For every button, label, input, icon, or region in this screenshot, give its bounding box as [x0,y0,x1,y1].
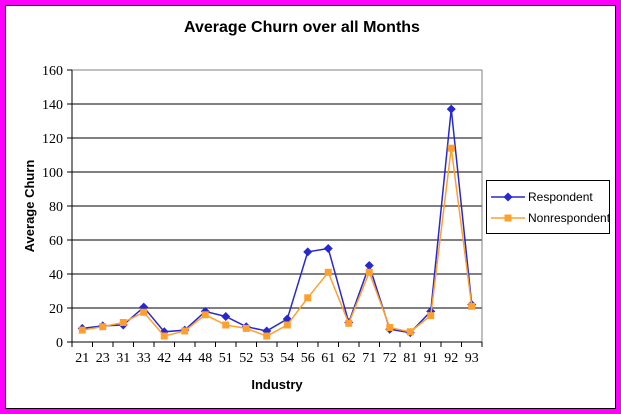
data-point-nonrespondent [365,268,373,276]
data-point-nonrespondent [242,324,250,332]
y-tick-label: 100 [42,166,63,181]
x-tick-label: 44 [178,351,192,366]
data-point-nonrespondent [283,321,291,329]
x-tick-label: 51 [219,351,233,366]
x-tick-label: 42 [157,351,171,366]
x-tick-label: 53 [260,351,274,366]
data-point-nonrespondent [181,327,189,335]
x-tick-label: 61 [321,351,335,366]
y-tick-label: 140 [42,98,63,113]
data-point-nonrespondent [222,321,230,329]
data-point-nonrespondent [468,302,476,310]
data-point-nonrespondent [201,311,209,319]
chart-title: Average Churn over all Months [184,19,420,36]
data-point-nonrespondent [447,144,455,152]
x-tick-label: 92 [444,351,458,366]
y-tick-label: 120 [42,132,63,147]
x-tick-label: 71 [362,351,376,366]
legend-marker [503,192,513,201]
series-line-respondent [82,109,473,334]
x-tick-label: 81 [403,351,417,366]
series-respondent [77,104,477,338]
y-tick-label: 20 [49,302,63,317]
y-tick-label: 0 [56,336,63,351]
data-point-nonrespondent [140,308,148,316]
x-tick-label: 52 [239,351,253,366]
legend-item-nonrespondent: Nonrespondent [491,207,610,228]
x-tick-label: 31 [116,351,130,366]
legend: Respondent Nonrespondent [486,180,610,234]
x-tick-label: 93 [465,351,479,366]
plot-area: 0 20 40 60 80 100 120 140 160 21 23 31 33 42 44 48 51 52 5… [42,64,483,366]
data-point-nonrespondent [119,318,127,326]
x-axis-title: Industry [251,377,303,392]
data-point-respondent [364,261,374,270]
x-tick-label: 23 [96,351,110,366]
data-point-respondent [446,104,456,114]
data-point-nonrespondent [99,323,107,331]
x-tick-label: 72 [383,351,397,366]
series-nonrespondent [78,144,476,340]
chart-canvas: Average Churn over all Months 0 20 40 60 80 1… [5,5,616,409]
data-point-respondent [323,244,333,253]
x-tick-label: 48 [198,351,212,366]
legend-item-respondent: Respondent [491,186,605,207]
data-point-nonrespondent [406,328,414,336]
y-axis-title: Average Churn [22,159,37,253]
x-tick-label: 33 [137,351,151,366]
legend-marker [504,214,512,221]
x-tick-label: 54 [280,351,294,366]
legend-label-respondent: Respondent [528,189,593,204]
y-tick-label: 40 [49,268,63,283]
y-tick-label: 80 [49,200,63,215]
data-point-respondent [221,312,231,321]
data-point-nonrespondent [304,294,312,302]
y-tick-label: 60 [49,234,63,249]
x-tick-label: 56 [301,351,315,366]
data-point-nonrespondent [160,332,168,340]
data-point-nonrespondent [78,326,86,334]
legend-label-nonrespondent: Nonrespondent [528,210,611,225]
data-point-respondent [303,247,313,257]
data-point-nonrespondent [386,324,394,332]
data-point-nonrespondent [263,332,271,340]
x-tick-label: 91 [424,351,438,366]
x-tick-label: 62 [342,351,356,366]
data-point-nonrespondent [345,319,353,327]
data-point-nonrespondent [427,312,435,320]
y-tick-label: 160 [42,64,63,79]
data-point-nonrespondent [324,268,332,276]
respondent-line-marker-icon [491,192,525,201]
nonrespondent-line-marker-icon [491,214,525,221]
x-tick-label: 21 [75,351,89,366]
